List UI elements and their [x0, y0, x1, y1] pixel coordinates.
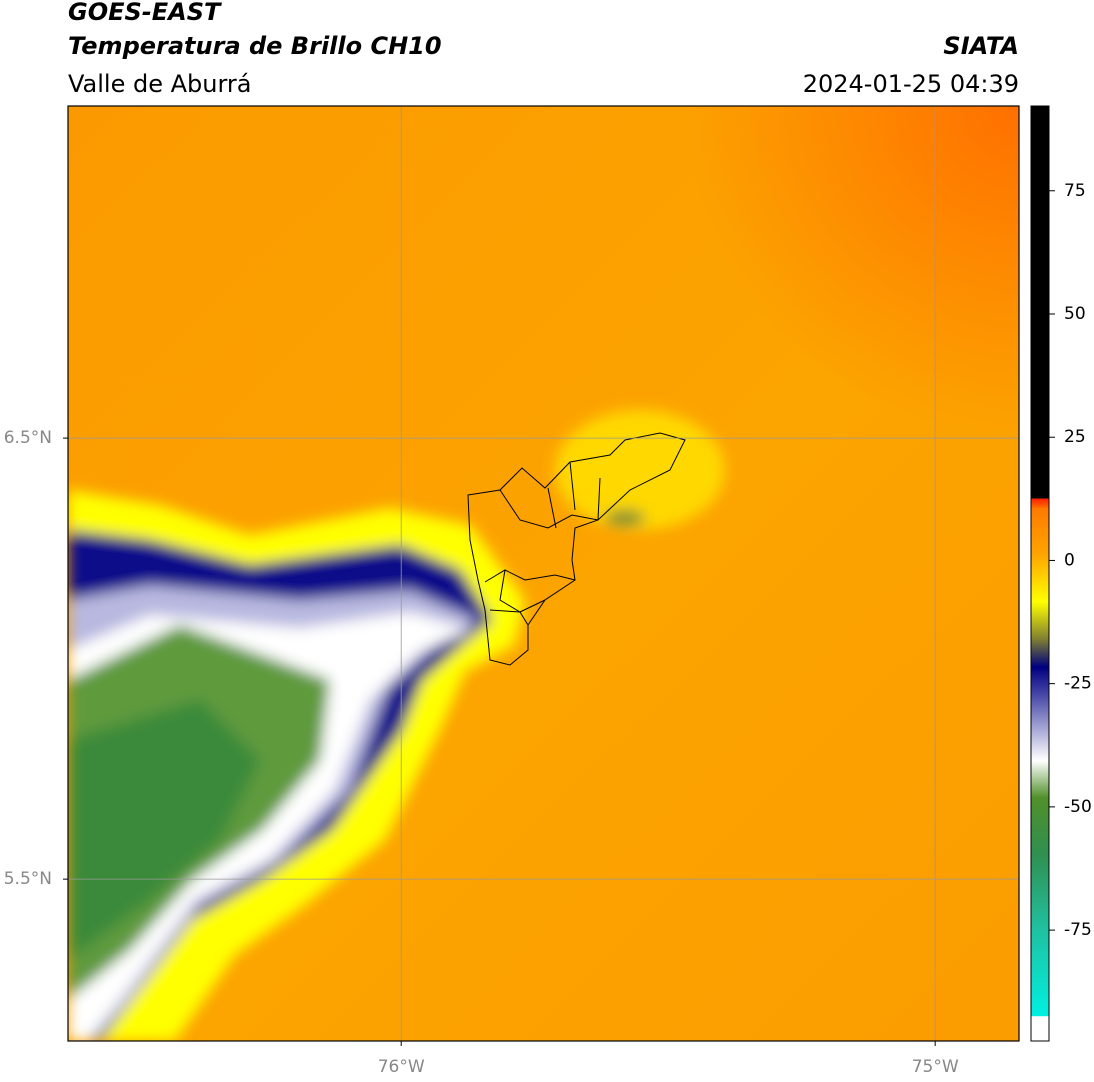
colorbar-tick-label: -50	[1064, 797, 1092, 817]
colorbar	[1030, 105, 1050, 1042]
region: Valle de Aburrá	[68, 70, 252, 98]
colorbar-tick-label: 25	[1064, 427, 1086, 447]
datetime: 2024-01-25 04:39	[803, 70, 1019, 98]
y-tick-label: 6.5°N	[4, 428, 52, 448]
municipal-boundaries	[467, 432, 686, 666]
colorbar-tick-label: -75	[1064, 920, 1092, 940]
subtitle: Temperatura de Brillo CH10	[68, 32, 442, 60]
title: GOES-EAST	[68, 0, 222, 26]
x-tick-label: 75°W	[912, 1057, 959, 1077]
temperature-field	[68, 106, 1019, 1041]
source: SIATA	[943, 32, 1019, 60]
x-tick-label: 76°W	[378, 1057, 425, 1077]
colorbar-tick-label: 75	[1064, 181, 1086, 201]
map-frame	[67, 105, 1020, 1042]
colorbar-tick-label: 50	[1064, 304, 1086, 324]
colorbar-tick-label: -25	[1064, 674, 1092, 694]
y-tick-label: 5.5°N	[4, 869, 52, 889]
colorbar-tick-label: 0	[1064, 550, 1075, 570]
graticule	[68, 106, 1019, 1041]
